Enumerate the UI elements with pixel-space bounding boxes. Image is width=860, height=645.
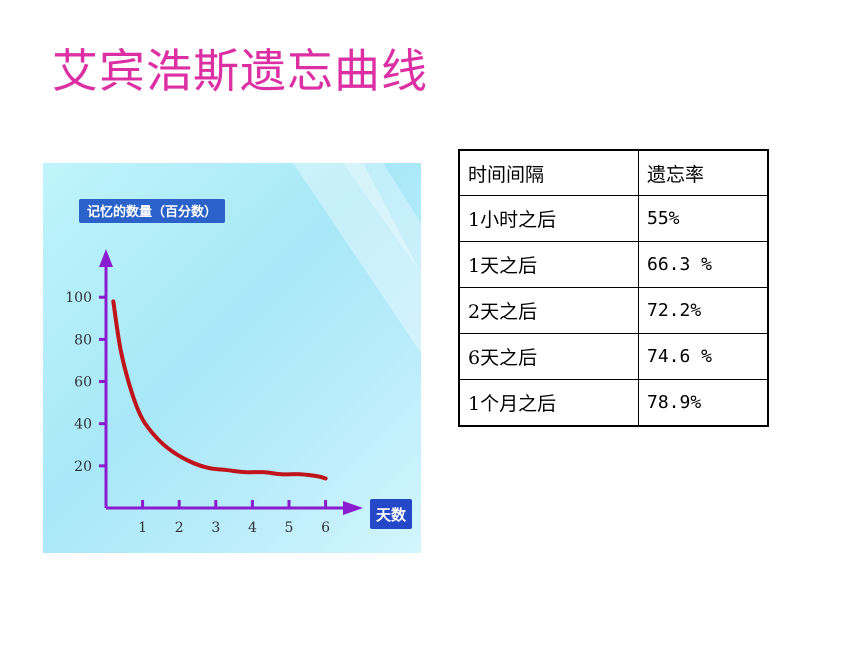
chart-canvas: 记忆的数量（百分数） 100 80 60 40 20 1 2 3 4 5 6 天数 <box>65 163 421 536</box>
x-tick-label: 4 <box>248 520 257 536</box>
x-tick-label: 5 <box>285 520 294 536</box>
x-tick-label: 2 <box>175 520 184 536</box>
table-cell-interval: 1小时之后 <box>458 195 639 242</box>
table-row: 2天之后 72.2% <box>458 287 769 334</box>
table-header-row: 时间间隔 遗忘率 <box>458 149 769 196</box>
table-row: 6天之后 74.6 % <box>458 333 769 380</box>
y-axis-label: 记忆的数量（百分数） <box>87 204 217 220</box>
y-tick-label: 20 <box>74 459 92 475</box>
forgetting-rate-table: 时间间隔 遗忘率 1小时之后 55% 1天之后 66.3 % 2天之后 72.2… <box>458 149 769 427</box>
table-row: 1小时之后 55% <box>458 195 769 242</box>
x-tick-label: 1 <box>138 520 147 536</box>
table-header-cell: 遗忘率 <box>638 149 769 196</box>
slide-title: 艾宾浩斯遗忘曲线 <box>52 44 428 98</box>
table-row: 1个月之后 78.9% <box>458 379 769 427</box>
forgetting-curve-line <box>111 299 328 481</box>
x-ticks: 1 2 3 4 5 6 <box>138 500 330 536</box>
table-cell-rate: 55% <box>638 195 769 242</box>
light-streak-decoration <box>343 163 421 273</box>
forgetting-rate-table-wrap: 时间间隔 遗忘率 1小时之后 55% 1天之后 66.3 % 2天之后 72.2… <box>458 149 769 427</box>
y-tick-label: 80 <box>74 332 92 348</box>
table-cell-interval: 6天之后 <box>458 333 639 380</box>
table-header-cell: 时间间隔 <box>458 149 639 196</box>
xlabel-badge <box>370 499 412 529</box>
table-cell-interval: 2天之后 <box>458 287 639 334</box>
y-tick-label: 100 <box>65 290 92 306</box>
y-tick-label: 40 <box>74 417 92 433</box>
y-axis-arrow-icon <box>99 249 113 267</box>
y-ticks: 100 80 60 40 20 <box>65 290 107 475</box>
table-cell-interval: 1个月之后 <box>458 379 639 427</box>
table-cell-rate: 78.9% <box>638 379 769 427</box>
forgetting-curve-chart: 记忆的数量（百分数） 100 80 60 40 20 1 2 3 4 5 6 天数 <box>43 163 421 553</box>
table-cell-interval: 1天之后 <box>458 241 639 288</box>
x-tick-label: 3 <box>211 520 220 536</box>
table-cell-rate: 74.6 % <box>638 333 769 380</box>
x-tick-label: 6 <box>321 520 330 536</box>
y-tick-label: 60 <box>74 375 92 391</box>
table-cell-rate: 66.3 % <box>638 241 769 288</box>
ylabel-badge <box>79 199 225 223</box>
table-row: 1天之后 66.3 % <box>458 241 769 288</box>
x-axis-arrow-icon <box>343 501 363 515</box>
table-cell-rate: 72.2% <box>638 287 769 334</box>
x-axis-label: 天数 <box>376 506 407 524</box>
axes <box>99 249 363 515</box>
light-streak-decoration <box>293 163 421 353</box>
